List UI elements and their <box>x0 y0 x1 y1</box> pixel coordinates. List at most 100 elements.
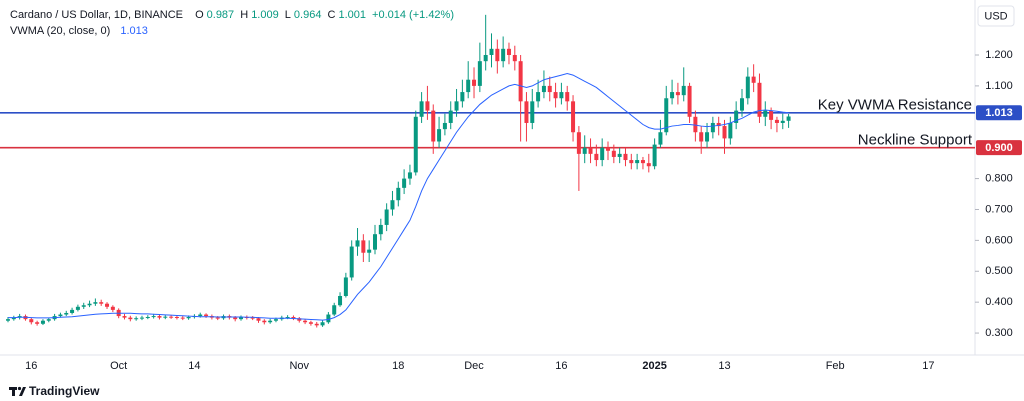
y-tick-label: 0.800 <box>985 172 1013 184</box>
candle-body <box>635 160 640 164</box>
y-tick-label: 1.200 <box>985 49 1013 61</box>
candle-body <box>466 79 471 93</box>
candle-body <box>547 85 552 93</box>
x-tick-label: 14 <box>188 360 200 372</box>
candle-body <box>710 122 715 133</box>
y-tick-label: 0.600 <box>985 234 1013 246</box>
candle-body <box>139 317 144 319</box>
candle-body <box>425 101 430 111</box>
candle-body <box>506 48 511 55</box>
indicator-value: 1.013 <box>120 25 148 37</box>
level-label: Neckline Support <box>858 132 973 149</box>
candle-body <box>174 316 179 318</box>
candle-body <box>198 314 203 317</box>
candle-body <box>565 92 570 102</box>
brand-name: TradingView <box>29 384 100 398</box>
x-tick-label: 18 <box>392 360 404 372</box>
candle-body <box>518 61 523 102</box>
candle-body <box>763 110 768 117</box>
candle-body <box>110 306 115 310</box>
candle-body <box>658 132 663 145</box>
candle-body <box>559 92 564 99</box>
candle-body <box>250 317 255 319</box>
candle-body <box>757 82 762 117</box>
candle-body <box>623 153 628 161</box>
change: +0.014 (+1.42%) <box>372 9 454 21</box>
candle-body <box>524 101 529 123</box>
candle-body <box>87 303 92 306</box>
candle-body <box>105 303 110 307</box>
candles <box>6 14 791 328</box>
ohlc-value: 0.964 <box>293 9 322 21</box>
candle-body <box>99 302 104 304</box>
candle-body <box>530 101 535 123</box>
x-tick-label: 16 <box>555 360 567 372</box>
candle-body <box>46 319 51 321</box>
x-tick-label: 2025 <box>642 360 666 372</box>
candle-body <box>664 98 669 133</box>
candle-body <box>745 76 750 99</box>
indicator-name: VWMA (20, close, 0) <box>10 25 111 37</box>
candle-body <box>582 147 587 154</box>
candle-body <box>58 314 63 317</box>
candle-body <box>338 295 343 306</box>
legend-header: Cardano / US Dollar, 1D, BINANCE O 0.987 … <box>10 9 457 21</box>
candle-body <box>163 316 168 318</box>
candle-body <box>268 320 273 323</box>
ohlc-label: O <box>195 9 204 21</box>
levels: Key VWMA Resistance 1.013 Neckline Support… <box>0 97 1022 156</box>
candle-body <box>512 54 517 62</box>
x-tick-label: 13 <box>718 360 730 372</box>
currency-box[interactable] <box>977 5 1015 27</box>
candle-body <box>297 318 302 321</box>
candle-body <box>75 306 80 310</box>
candle-body <box>734 110 739 123</box>
candle-body <box>600 147 605 161</box>
candle-body <box>285 316 290 318</box>
candle-body <box>81 305 86 307</box>
candle-body <box>326 314 331 323</box>
candle-body <box>343 277 348 296</box>
candle-body <box>699 132 704 142</box>
y-tick-label: 0.300 <box>985 327 1013 339</box>
x-tick-label: 16 <box>25 360 37 372</box>
price-badge <box>976 140 1022 156</box>
candle-body <box>262 320 267 323</box>
candle-body <box>215 317 220 319</box>
candle-body <box>431 110 436 142</box>
candle-body <box>571 101 576 133</box>
x-tick-label: Oct <box>110 360 127 372</box>
candle-body <box>472 79 477 86</box>
candle-body <box>93 302 98 304</box>
candle-body <box>541 85 546 93</box>
ohlc-value: 1.001 <box>338 9 366 21</box>
candle-body <box>477 61 482 86</box>
candle-body <box>716 122 721 127</box>
ohlc-value: 1.009 <box>251 9 279 21</box>
candle-body <box>611 150 616 157</box>
candle-body <box>588 147 593 154</box>
price-badge <box>976 105 1022 121</box>
candle-body <box>273 319 278 321</box>
candle-body <box>454 101 459 111</box>
candle-body <box>774 119 779 123</box>
candle-body <box>442 122 447 130</box>
candle-body <box>670 92 675 99</box>
candle-body <box>233 317 238 320</box>
candle-body <box>157 316 162 318</box>
ohlc-label: C <box>327 9 336 21</box>
candle-body <box>390 200 395 210</box>
candle-body <box>675 92 680 96</box>
candle-body <box>751 76 756 83</box>
candle-body <box>722 126 727 139</box>
candle-body <box>40 320 45 324</box>
candle-body <box>652 144 657 167</box>
candle-body <box>448 110 453 123</box>
candle-body <box>6 319 10 321</box>
candle-body <box>145 316 150 318</box>
candle-body <box>460 92 465 102</box>
candle-body <box>303 320 308 323</box>
candle-body <box>687 85 692 117</box>
